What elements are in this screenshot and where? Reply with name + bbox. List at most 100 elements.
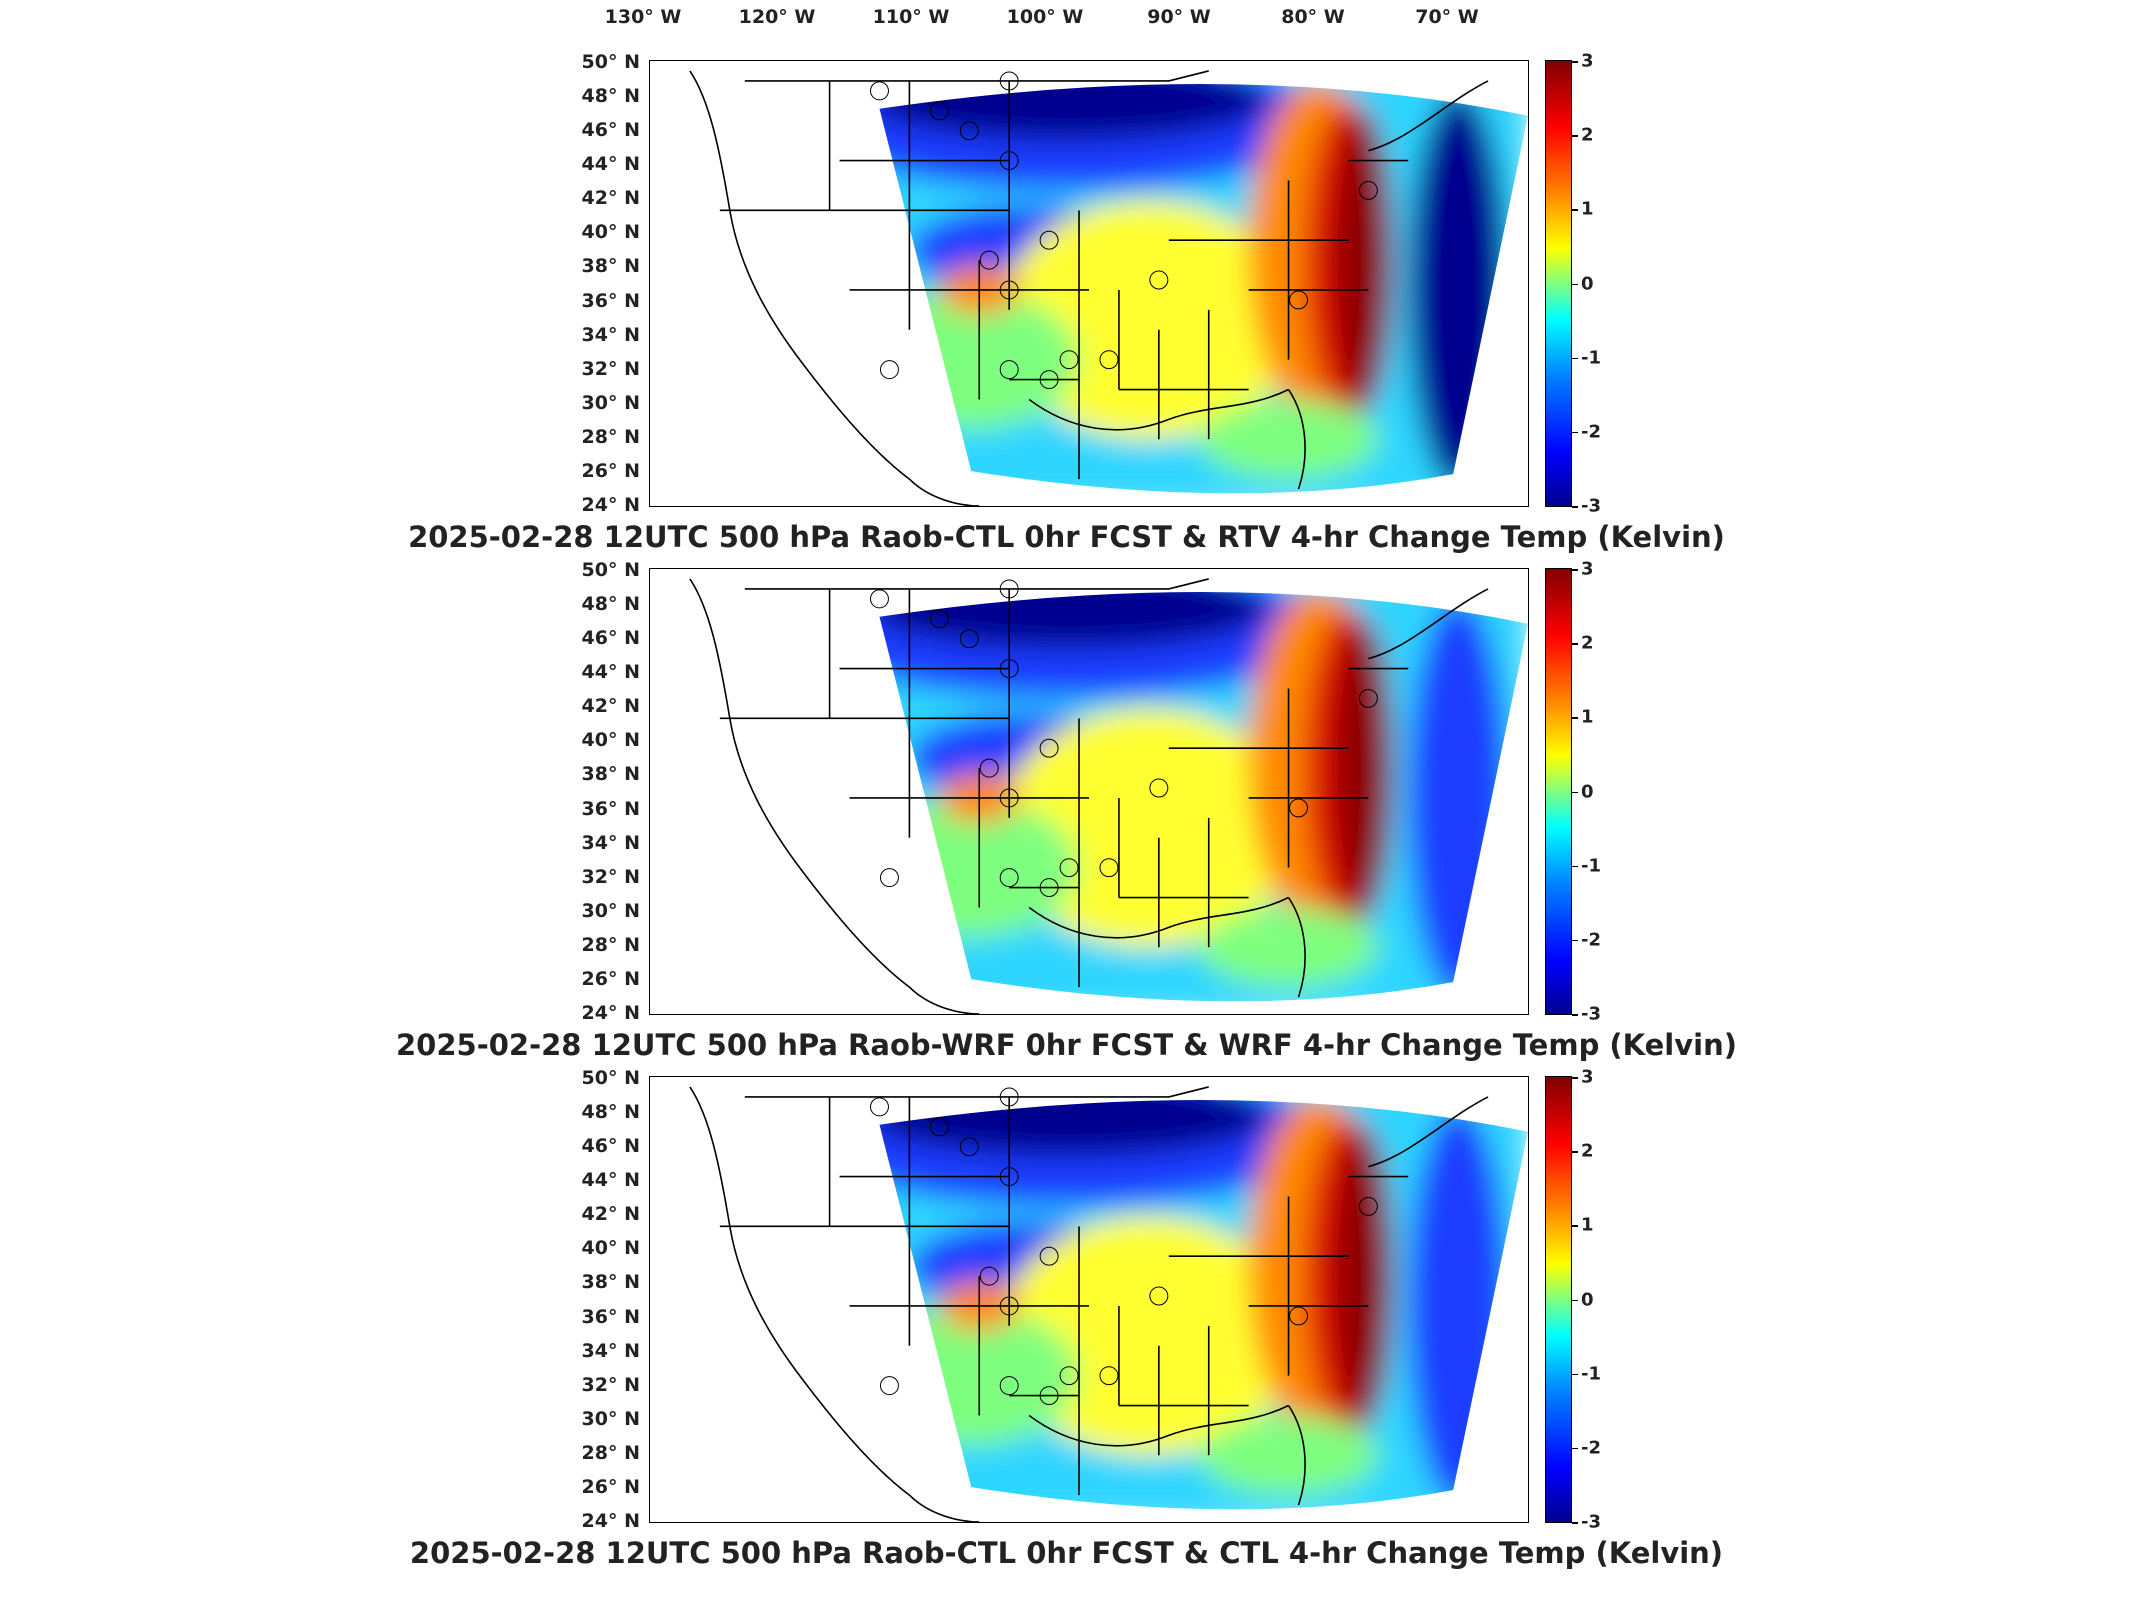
lat-label: 32° N [581, 357, 640, 380]
raob-station-marker [1099, 858, 1119, 878]
lat-label: 38° N [581, 255, 640, 278]
raob-station-marker [999, 579, 1019, 599]
colorbar-tick-mark [1572, 791, 1578, 793]
raob-station-marker [959, 629, 979, 649]
temperature-field [689, 70, 1528, 506]
colorbar-tick-mark [1572, 1225, 1578, 1227]
lon-label-100w: 100° W [1006, 6, 1084, 28]
raob-station-marker [1149, 270, 1169, 290]
raob-station-marker [1358, 1196, 1378, 1216]
colorbar-tick-mark [1572, 643, 1578, 645]
colorbar-tick-label: -3 [1581, 1003, 1601, 1025]
lat-label: 26° N [581, 1475, 640, 1498]
raob-station-marker [1289, 290, 1309, 310]
colorbar-tick-label: -1 [1581, 1363, 1601, 1385]
lat-label: 44° N [581, 1169, 640, 1192]
lat-label: 44° N [581, 661, 640, 684]
raob-station-marker [1149, 778, 1169, 798]
lat-label: 44° N [581, 153, 640, 176]
lat-label: 28° N [581, 933, 640, 956]
lon-label-80w: 80° W [1281, 6, 1345, 28]
colorbar-tick-label: 1 [1581, 1214, 1594, 1236]
lat-label: 50° N [581, 1067, 640, 1089]
colorbar-tick-mark [1572, 865, 1578, 868]
colorbar-tick-label: -1 [1581, 347, 1601, 369]
lat-label: 40° N [581, 1237, 640, 1260]
lat-label: 46° N [581, 627, 640, 650]
colorbar-tick-mark [1572, 1077, 1578, 1079]
raob-station-marker [979, 758, 999, 778]
lat-label: 38° N [581, 1271, 640, 1294]
lat-label: 48° N [581, 593, 640, 616]
raob-station-marker [999, 1376, 1019, 1396]
lat-label: 34° N [581, 323, 640, 346]
lat-label: 28° N [581, 425, 640, 448]
colorbar-tick-label: 3 [1581, 1066, 1594, 1088]
colorbar-tick-mark [1572, 209, 1578, 211]
raob-station-marker [1289, 1306, 1309, 1326]
colorbar-tick-mark [1572, 717, 1578, 719]
raob-station-marker [869, 589, 889, 609]
temperature-map [649, 60, 1529, 507]
lat-label: 42° N [581, 695, 640, 718]
lat-label: 34° N [581, 831, 640, 854]
map-panel-3: 50° N 48° N 46° N 44° N 42° N 40° N 38° N 36° N… [0, 1067, 2133, 1586]
colorbar-tick-mark [1572, 1014, 1578, 1016]
lat-label: 34° N [581, 1339, 640, 1362]
lat-label: 42° N [581, 187, 640, 210]
raob-station-marker [999, 868, 1019, 888]
lat-label: 40° N [581, 221, 640, 244]
colorbar-tick-mark [1572, 1373, 1578, 1376]
colorbar-tick-label: 3 [1581, 50, 1594, 72]
raob-station-marker [959, 121, 979, 141]
raob-station-marker [1059, 1366, 1079, 1386]
raob-station-marker [1059, 858, 1079, 878]
raob-station-marker [999, 360, 1019, 380]
raob-station-marker [959, 1137, 979, 1157]
colorbar-tick-label: -2 [1581, 421, 1601, 443]
colorbar-tick-label: 1 [1581, 706, 1594, 728]
raob-station-marker [999, 659, 1019, 679]
colorbar-tick-label: -2 [1581, 929, 1601, 951]
state-boundaries [689, 70, 1489, 506]
colorbar-tick-label: -1 [1581, 855, 1601, 877]
colorbar-tick-mark [1572, 1299, 1578, 1301]
state-boundaries [689, 1086, 1489, 1522]
colorbar [1545, 60, 1572, 507]
temperature-field [689, 578, 1528, 1014]
raob-station-marker [879, 360, 899, 380]
raob-station-marker [1149, 1286, 1169, 1306]
raob-station-marker [1289, 798, 1309, 818]
raob-station-marker [929, 609, 949, 629]
colorbar-tick-label: 0 [1581, 1289, 1594, 1310]
raob-station-marker [929, 101, 949, 121]
raob-station-marker [1358, 180, 1378, 200]
lon-label-130w: 130° W [604, 6, 682, 28]
colorbar-tick-mark [1572, 61, 1578, 63]
lat-label: 46° N [581, 1135, 640, 1158]
colorbar-tick-mark [1572, 431, 1578, 434]
raob-station-marker [879, 868, 899, 888]
raob-station-marker [999, 1167, 1019, 1187]
lat-label: 36° N [581, 1305, 640, 1328]
colorbar-tick-label: 2 [1581, 124, 1594, 146]
raob-station-marker [1039, 1246, 1059, 1266]
colorbar-tick-mark [1572, 357, 1578, 360]
temperature-field [689, 1086, 1528, 1522]
colorbar-tick-mark [1572, 569, 1578, 571]
colorbar-tick-label: 0 [1581, 273, 1594, 294]
lat-label: 24° N [581, 1510, 640, 1532]
lat-label: 50° N [581, 51, 640, 73]
lat-label: 30° N [581, 899, 640, 922]
colorbar-tick-label: 1 [1581, 198, 1594, 220]
state-boundaries [689, 578, 1489, 1014]
colorbar-tick-label: -2 [1581, 1437, 1601, 1459]
colorbar-tick-mark [1572, 1447, 1578, 1450]
lat-label: 26° N [581, 459, 640, 482]
raob-station-marker [1099, 1366, 1119, 1386]
raob-station-marker [1039, 370, 1059, 390]
lat-label: 32° N [581, 865, 640, 888]
lat-label: 24° N [581, 1002, 640, 1024]
lat-label: 40° N [581, 729, 640, 752]
raob-station-marker [999, 1087, 1019, 1107]
